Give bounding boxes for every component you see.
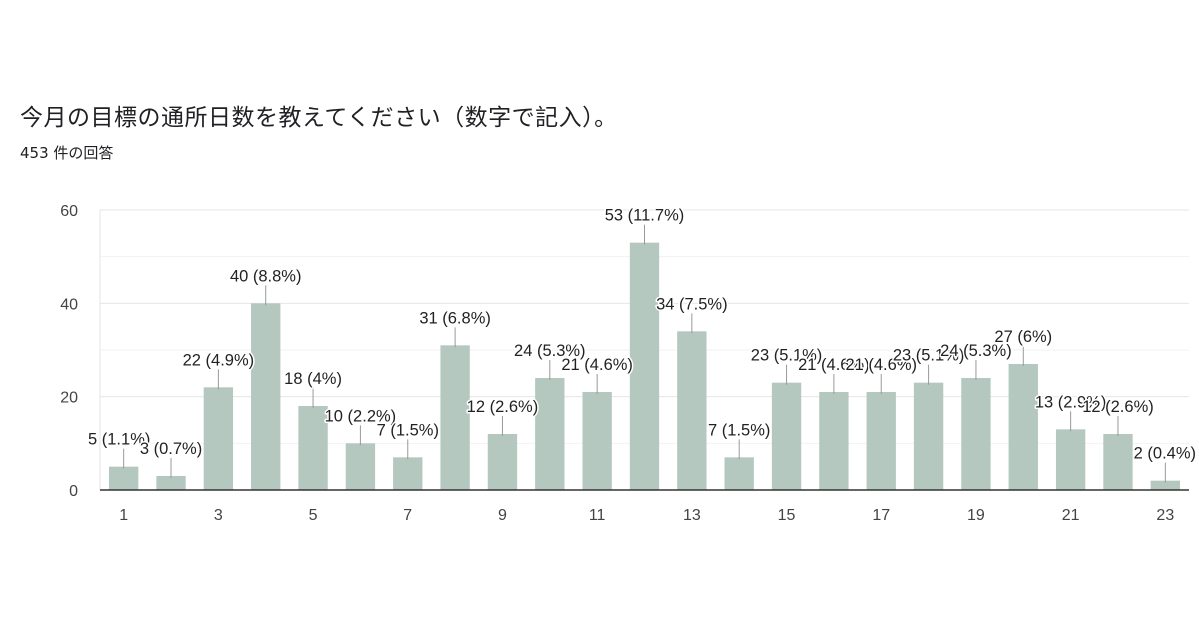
x-tick-label: 15: [778, 507, 796, 524]
bar-15: [771, 382, 802, 490]
x-tick-label: 23: [1156, 507, 1174, 524]
y-tick-label: 20: [60, 390, 78, 407]
x-tick-label: 19: [967, 507, 985, 524]
data-label: 53 (11.7%): [605, 207, 685, 225]
y-tick-label: 60: [60, 203, 78, 220]
x-tick-label: 11: [589, 507, 606, 524]
data-label: 2 (0.4%): [1134, 445, 1196, 463]
x-tick-label: 5: [309, 507, 318, 524]
chart-title: 今月の目標の通所日数を教えてください（数字で記入）。: [20, 105, 618, 131]
bar-1: [108, 466, 139, 490]
y-axis-ticks: 0 20 40 60: [60, 203, 78, 500]
data-label: 7 (1.5%): [708, 421, 770, 439]
bar-23: [1150, 480, 1181, 490]
bars: [108, 242, 1181, 490]
data-label: 13 (2.9%): [1035, 393, 1107, 411]
data-label: 10 (2.2%): [325, 407, 397, 425]
bar-4: [251, 303, 281, 490]
data-label: 27 (6%): [994, 328, 1052, 346]
y-tick-label: 0: [69, 483, 78, 500]
bar-3: [203, 387, 234, 490]
x-tick-label: 21: [1062, 507, 1080, 524]
data-label: 7 (1.5%): [377, 421, 439, 439]
bar-21: [1055, 429, 1086, 490]
bar-20: [1008, 364, 1038, 490]
bar-19: [961, 378, 991, 490]
response-count: 453 件の回答: [20, 144, 114, 162]
x-tick-label: 3: [214, 507, 223, 524]
y-tick-label: 40: [60, 296, 78, 313]
bar-14: [724, 457, 754, 490]
bar-22: [1103, 434, 1133, 490]
data-label: 23 (5.1%): [751, 347, 823, 365]
data-label: 22 (4.9%): [183, 351, 255, 369]
bar-7: [393, 457, 423, 490]
data-label: 24 (5.3%): [514, 342, 586, 360]
data-label: 24 (5.3%): [940, 342, 1012, 360]
bar-2: [156, 476, 186, 490]
bar-11: [582, 392, 612, 490]
bar-12: [629, 242, 660, 490]
x-tick-label: 17: [872, 507, 890, 524]
bar-13: [677, 331, 707, 490]
data-label: 40 (8.8%): [230, 267, 302, 285]
bar-16: [819, 392, 849, 490]
data-label: 5 (1.1%): [88, 431, 150, 449]
data-label: 23 (5.1%): [893, 347, 965, 365]
x-tick-label: 7: [403, 507, 412, 524]
data-label: 3 (0.7%): [140, 440, 202, 458]
x-tick-label: 9: [498, 507, 507, 524]
bar-10: [535, 378, 565, 490]
data-labels: 5 (1.1%)3 (0.7%) 22 (4.9%) 40 (8.8%) 18 (4%…: [87, 205, 1198, 483]
data-label: 34 (7.5%): [656, 295, 728, 313]
bar-18: [913, 382, 944, 490]
bar-8: [440, 345, 470, 490]
x-tick-label: 1: [119, 507, 128, 524]
data-label: 21 (4.6%): [798, 356, 870, 374]
x-tick-label: 13: [683, 507, 701, 524]
bar-6: [345, 443, 376, 490]
data-label: 21 (4.6%): [561, 356, 633, 374]
data-label: 18 (4%): [284, 370, 342, 388]
data-label: 21 (4.6%): [845, 356, 917, 374]
data-label: 31 (6.8%): [419, 309, 491, 327]
data-label: 12 (2.6%): [1082, 398, 1154, 416]
x-axis-ticks: 1 3 5 7 9 11 13 15 17 19 21 23: [119, 507, 1174, 524]
bar-5: [298, 406, 328, 490]
data-label: 12 (2.6%): [467, 398, 539, 416]
bar-9: [487, 434, 518, 490]
bar-17: [866, 392, 896, 490]
